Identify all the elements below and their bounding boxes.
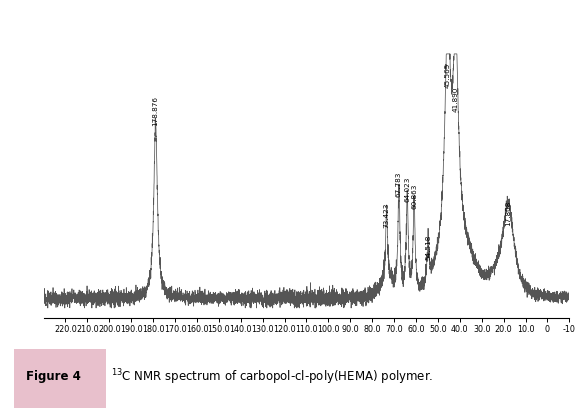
Text: 60.863: 60.863 (411, 184, 417, 209)
Text: Figure 4: Figure 4 (26, 370, 80, 383)
Text: 67.783: 67.783 (396, 171, 402, 197)
Text: 17.808: 17.808 (505, 200, 511, 226)
Text: 54.518: 54.518 (425, 234, 431, 260)
Text: $^{13}$C NMR spectrum of carbopol-cl-poly(HEMA) polymer.: $^{13}$C NMR spectrum of carbopol-cl-pol… (111, 367, 433, 387)
Text: 45.565: 45.565 (444, 62, 451, 88)
FancyBboxPatch shape (15, 349, 106, 408)
Text: 41.890: 41.890 (453, 87, 458, 112)
Text: 73.423: 73.423 (383, 203, 390, 228)
Text: 178.876: 178.876 (153, 97, 159, 127)
Text: 64.023: 64.023 (404, 176, 410, 201)
